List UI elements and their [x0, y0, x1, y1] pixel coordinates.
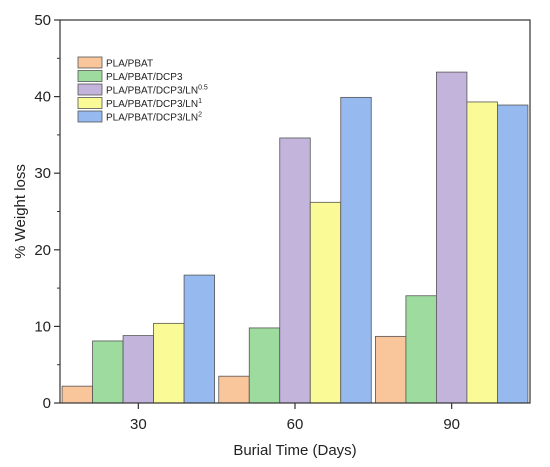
bar-1-30: [61, 385, 93, 404]
legend-swatch: [77, 110, 103, 123]
bar-2-30: [92, 340, 124, 404]
bar-3-60: [279, 137, 311, 404]
bar-5-90: [497, 104, 529, 404]
bar-5-60: [340, 96, 372, 404]
y-tick-label: 50: [34, 12, 51, 29]
bar-4-60: [309, 201, 342, 404]
legend-label: PLA/PBAT: [106, 59, 153, 70]
bar-3-30: [122, 335, 154, 404]
x-tick-label: 90: [443, 416, 460, 433]
ticks-group: 30 60 90 0 10 20 30 40 50: [34, 12, 460, 433]
y-tick-label: 30: [34, 165, 51, 182]
legend-swatch: [77, 83, 103, 96]
legend-swatch: [77, 70, 103, 82]
y-axis-title: % Weight loss: [12, 164, 29, 259]
bar-3-90: [436, 71, 468, 404]
bars-group: [61, 71, 529, 404]
y-tick-label: 0: [43, 395, 51, 412]
legend-label: PLA/PBAT/DCP3/LN0.5: [106, 85, 208, 97]
bar-4-90: [466, 101, 498, 404]
plot-area-frame: [59, 19, 531, 404]
bar-1-60: [218, 375, 250, 404]
bar-2-60: [248, 327, 281, 404]
x-tick-label: 30: [130, 416, 147, 433]
bar-1-90: [375, 335, 407, 404]
legend-label: PLA/PBAT/DCP3/LN1: [106, 98, 202, 110]
x-tick-label: 60: [287, 416, 304, 433]
x-axis-title: Burial Time (Days): [233, 442, 356, 459]
y-tick-label: 20: [34, 242, 51, 259]
bar-4-30: [153, 322, 185, 404]
legend-swatch: [77, 56, 103, 69]
y-tick-label: 40: [34, 89, 51, 106]
bar-2-90: [405, 295, 437, 404]
legend-label: PLA/PBAT/DCP3: [106, 72, 183, 83]
legend: PLA/PBAT PLA/PBAT/DCP3 PLA/PBAT/DCP3/LN0.5…: [77, 56, 208, 124]
bar-5-30: [183, 274, 215, 404]
legend-label: PLA/PBAT/DCP3/LN2: [106, 112, 202, 124]
y-tick-label: 10: [34, 318, 51, 335]
legend-swatch: [77, 97, 103, 109]
